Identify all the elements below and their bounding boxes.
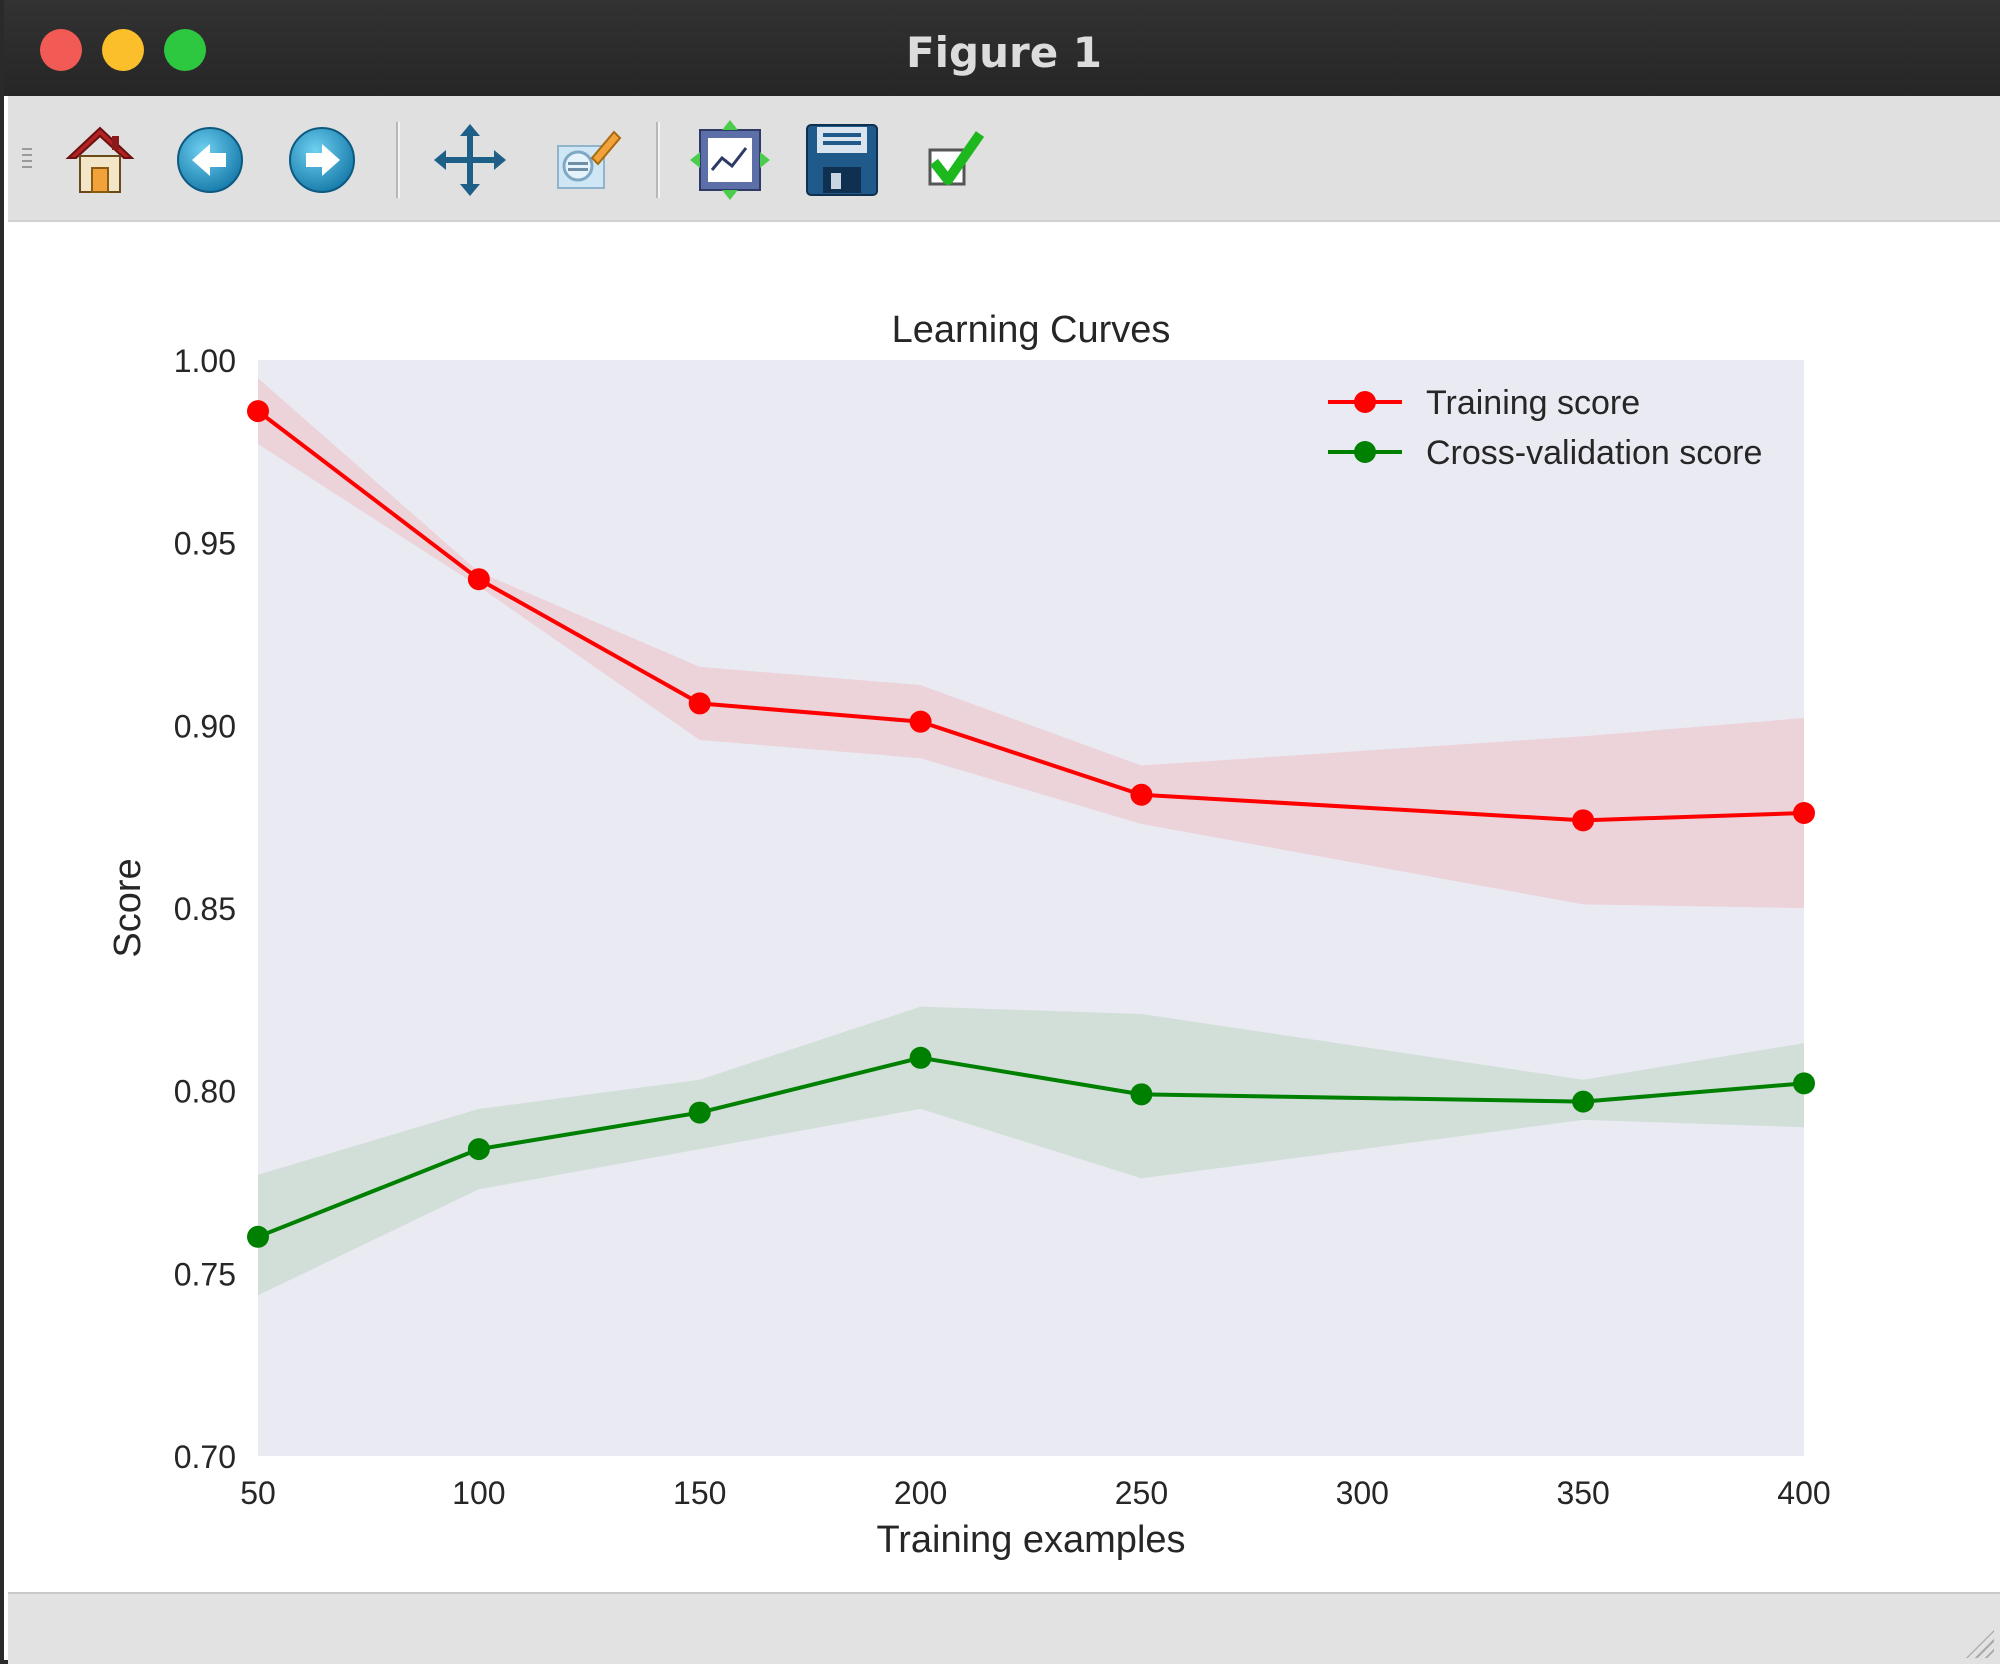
y-axis-label: Score bbox=[107, 858, 149, 957]
arrow-right-icon bbox=[289, 127, 355, 193]
figure-canvas[interactable]: 1.00 0.95 0.90 0.85 0.80 0.75 0.70 50 100 150 200… bbox=[8, 222, 2000, 1592]
navigation-toolbar bbox=[8, 96, 2000, 222]
move-icon bbox=[434, 124, 506, 196]
cross-validation-score-point bbox=[247, 1225, 269, 1248]
back-button[interactable] bbox=[168, 118, 252, 202]
training-score-point bbox=[1572, 809, 1595, 832]
cross-validation-score-point bbox=[1793, 1072, 1815, 1095]
training-score-point bbox=[247, 400, 269, 423]
subplots-icon bbox=[690, 120, 770, 200]
x-tick-label: 100 bbox=[452, 1475, 505, 1511]
floppy-icon bbox=[806, 124, 878, 196]
y-tick-label: 0.85 bbox=[174, 891, 236, 927]
legend-label-training: Training score bbox=[1426, 384, 1640, 422]
toolbar-separator bbox=[396, 122, 400, 198]
x-tick-label: 50 bbox=[240, 1475, 276, 1511]
training-score-point bbox=[1793, 802, 1815, 825]
training-score-std-band bbox=[258, 378, 1804, 908]
x-tick-label: 200 bbox=[894, 1475, 947, 1511]
home-button[interactable] bbox=[58, 118, 142, 202]
title-bar: Figure 1 bbox=[4, 0, 2000, 96]
toolbar-grip-handle[interactable] bbox=[22, 148, 32, 170]
chart-legend: Training score Cross-validation score bbox=[1328, 384, 1762, 472]
window-resize-grip[interactable] bbox=[1966, 1630, 1994, 1658]
y-tick-label: 0.90 bbox=[174, 708, 236, 744]
cross-validation-score-point bbox=[1572, 1090, 1595, 1113]
y-tick-label: 0.95 bbox=[174, 526, 236, 562]
x-tick-label: 250 bbox=[1115, 1475, 1168, 1511]
pan-button[interactable] bbox=[428, 118, 512, 202]
training-score-point bbox=[467, 568, 490, 591]
zoom-button[interactable] bbox=[544, 118, 628, 202]
axes-background bbox=[258, 360, 1804, 1456]
training-score-point bbox=[1130, 783, 1153, 806]
checkmark-icon bbox=[928, 131, 985, 186]
x-axis-label: Training examples bbox=[876, 1519, 1185, 1561]
legend-marker-training bbox=[1354, 391, 1376, 413]
cross-validation-score-std-band bbox=[258, 1006, 1804, 1296]
y-tick-label: 1.00 bbox=[174, 343, 236, 379]
x-tick-label: 150 bbox=[673, 1475, 726, 1511]
maximize-window-button[interactable] bbox=[164, 29, 206, 71]
legend-marker-cross-validation bbox=[1354, 441, 1376, 463]
close-window-button[interactable] bbox=[40, 29, 82, 71]
y-tick-label: 0.70 bbox=[174, 1439, 236, 1475]
training-score-point bbox=[909, 710, 932, 733]
cross-validation-score-point bbox=[909, 1046, 932, 1069]
learning-curves-chart: 1.00 0.95 0.90 0.85 0.80 0.75 0.70 50 100 150 200… bbox=[107, 309, 1831, 1561]
status-bar bbox=[8, 1592, 2000, 1664]
y-tick-label: 0.80 bbox=[174, 1074, 236, 1110]
minimize-window-button[interactable] bbox=[102, 29, 144, 71]
configure-subplots-button[interactable] bbox=[688, 118, 772, 202]
cross-validation-score-point bbox=[1130, 1083, 1153, 1106]
training-score-point bbox=[688, 692, 711, 715]
cross-validation-score-point bbox=[688, 1101, 711, 1124]
save-button[interactable] bbox=[800, 118, 884, 202]
legend-label-cross-validation: Cross-validation score bbox=[1426, 434, 1762, 472]
x-tick-label: 350 bbox=[1556, 1475, 1609, 1511]
chart-title: Learning Curves bbox=[892, 309, 1171, 351]
zoom-rect-icon bbox=[557, 130, 622, 189]
arrow-left-icon bbox=[177, 127, 243, 193]
home-icon bbox=[65, 126, 135, 193]
cross-validation-score-point bbox=[467, 1138, 490, 1161]
window-title: Figure 1 bbox=[905, 28, 1103, 77]
y-tick-label: 0.75 bbox=[174, 1256, 236, 1292]
toolbar-separator bbox=[656, 122, 660, 198]
x-tick-label: 400 bbox=[1777, 1475, 1830, 1511]
forward-button[interactable] bbox=[280, 118, 364, 202]
edit-axes-button[interactable] bbox=[912, 118, 996, 202]
x-tick-label: 300 bbox=[1336, 1475, 1389, 1511]
